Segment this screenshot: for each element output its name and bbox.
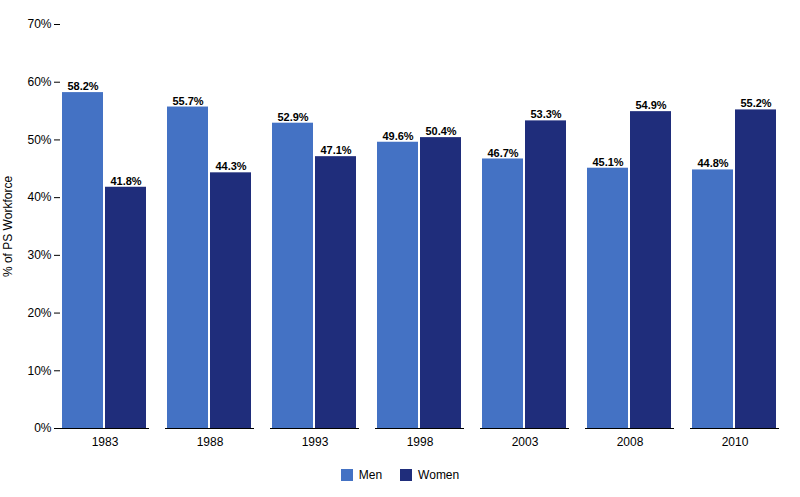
svg-text:30%: 30% [27,248,51,262]
svg-text:44.3%: 44.3% [215,160,246,172]
svg-text:20%: 20% [27,306,51,320]
svg-text:55.2%: 55.2% [740,97,771,109]
svg-text:2008: 2008 [617,435,644,449]
svg-text:58.2%: 58.2% [67,80,98,92]
svg-text:52.9%: 52.9% [277,111,308,123]
svg-text:45.1%: 45.1% [592,156,623,168]
html-text:Women: Women [418,468,460,482]
svg-text:0%: 0% [34,421,52,435]
svg-text:10%: 10% [27,364,51,378]
svg-text:44.8%: 44.8% [697,157,728,169]
svg-text:40%: 40% [27,190,51,204]
html-text:Men: Men [358,468,383,482]
svg-text:1983: 1983 [92,435,119,449]
svg-text:46.7%: 46.7% [487,146,518,158]
svg-text:41.8%: 41.8% [110,175,141,187]
svg-text:2010: 2010 [722,435,749,449]
svg-text:50.4%: 50.4% [425,125,456,137]
svg-text:50%: 50% [27,133,51,147]
svg-text:47.1%: 47.1% [320,144,351,156]
svg-text:49.6%: 49.6% [382,130,413,142]
svg-text:1993: 1993 [302,435,329,449]
svg-text:% of PS Workforce: % of PS Workforce [1,176,15,277]
svg-text:53.3%: 53.3% [530,108,561,120]
svg-text:2003: 2003 [512,435,539,449]
svg-text:70%: 70% [27,17,51,31]
svg-text:1998: 1998 [407,435,434,449]
svg-text:1988: 1988 [197,435,224,449]
svg-text:55.7%: 55.7% [172,95,203,107]
svg-text:54.9%: 54.9% [635,99,666,111]
svg-text:60%: 60% [27,75,51,89]
